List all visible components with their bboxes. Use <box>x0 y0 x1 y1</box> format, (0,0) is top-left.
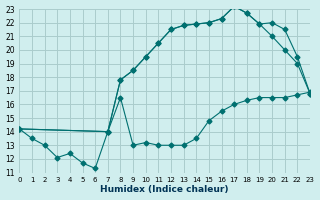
X-axis label: Humidex (Indice chaleur): Humidex (Indice chaleur) <box>100 185 229 194</box>
